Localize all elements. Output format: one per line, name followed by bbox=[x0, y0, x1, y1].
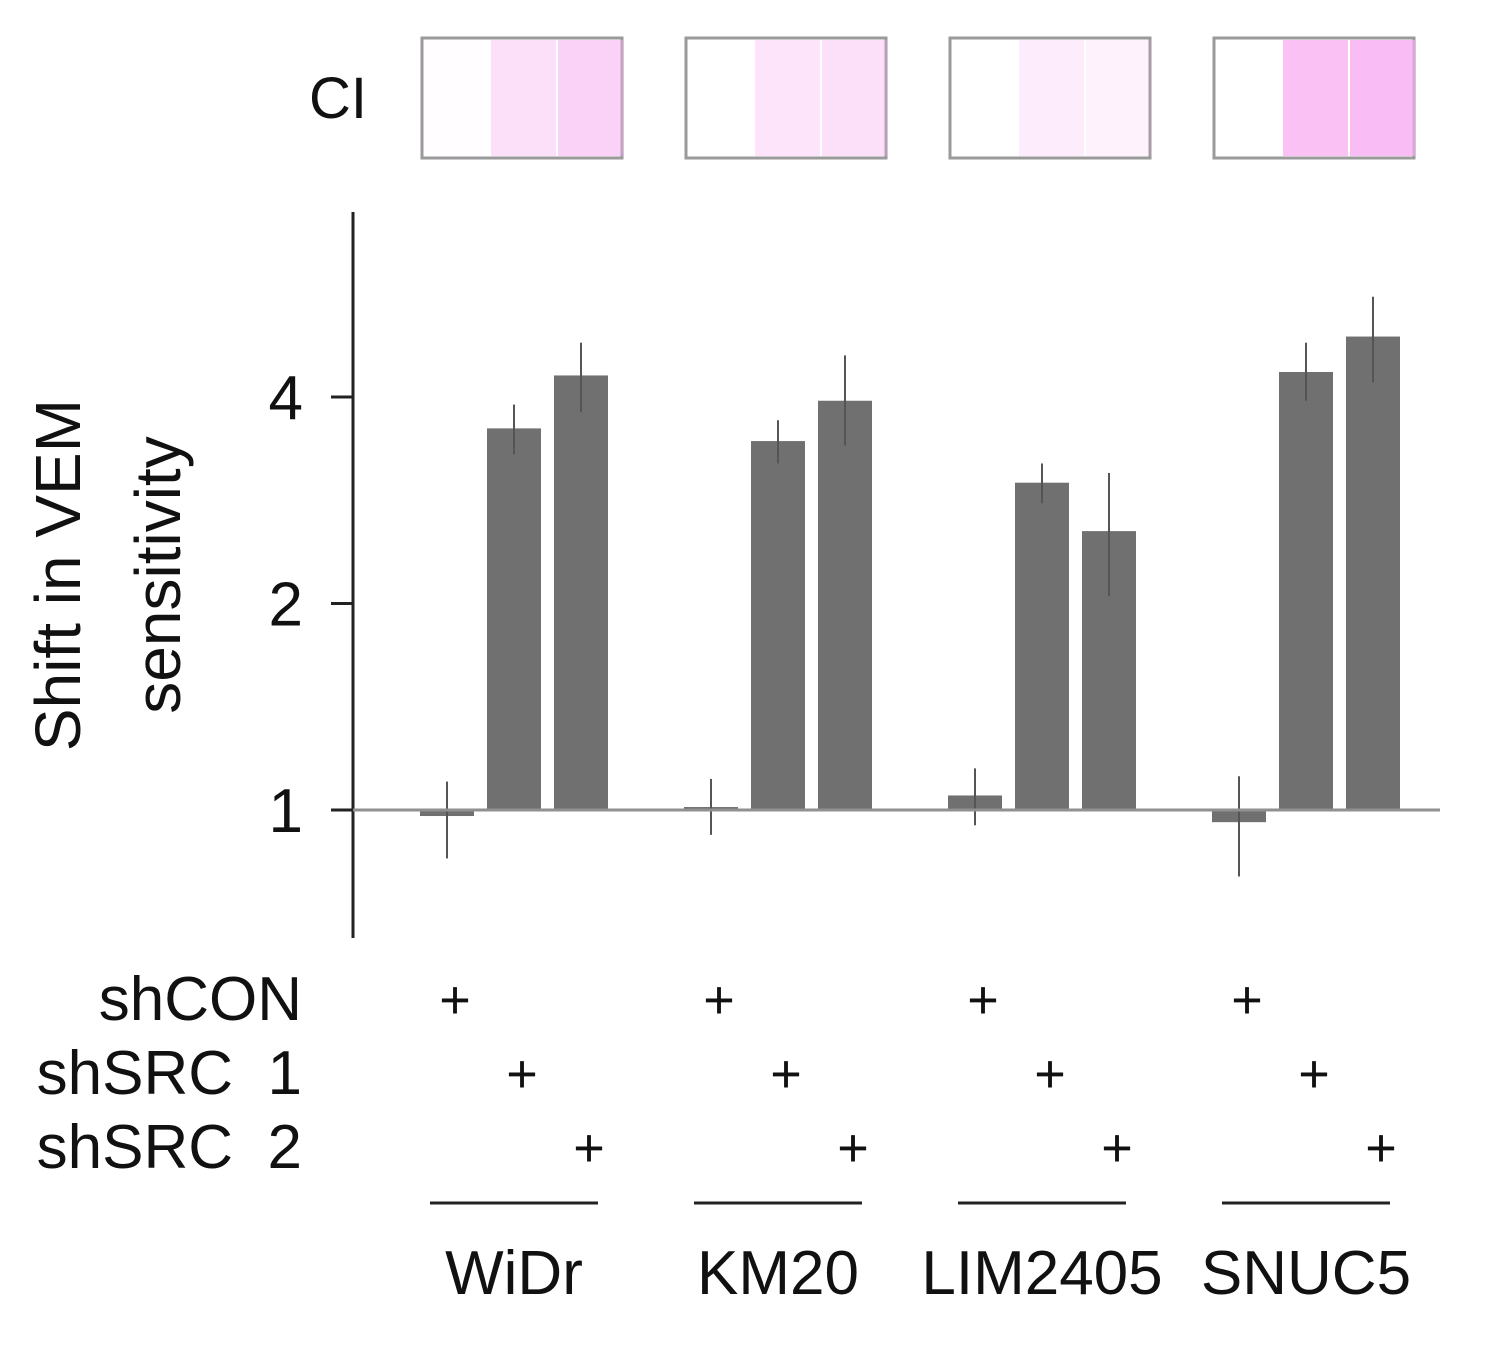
condition-label-shsrc1: shSRC 1 bbox=[37, 1039, 302, 1108]
y-tick-label: 4 bbox=[269, 364, 303, 433]
y-axis-label-line1: Shift in VEM bbox=[22, 399, 94, 751]
group-label: LIM2405 bbox=[921, 1239, 1162, 1308]
ci-strip-frame bbox=[684, 36, 888, 160]
condition-markers: + + + + + + + + + + + + bbox=[439, 970, 1397, 1178]
condition-marker: + bbox=[967, 970, 999, 1030]
ci-cell bbox=[952, 40, 1017, 156]
group-label: SNUC5 bbox=[1201, 1239, 1411, 1308]
bar bbox=[1279, 372, 1333, 810]
condition-marker: + bbox=[837, 1118, 869, 1178]
bar bbox=[818, 400, 872, 810]
group-label: KM20 bbox=[697, 1239, 859, 1308]
condition-marker: + bbox=[1231, 970, 1263, 1030]
condition-marker: + bbox=[770, 1044, 802, 1104]
ci-cell bbox=[424, 40, 489, 156]
y-tick-label: 1 bbox=[269, 777, 303, 846]
ci-cell bbox=[755, 40, 820, 156]
ci-cell bbox=[1283, 40, 1348, 156]
ci-cell bbox=[1216, 40, 1281, 156]
bar bbox=[487, 428, 541, 810]
condition-marker: + bbox=[703, 970, 735, 1030]
bar bbox=[1346, 336, 1400, 810]
ci-cell bbox=[558, 40, 623, 156]
ci-strip-frame bbox=[948, 36, 1152, 160]
condition-marker: + bbox=[1365, 1118, 1397, 1178]
ci-cell bbox=[1019, 40, 1084, 156]
bar bbox=[751, 441, 805, 810]
ci-cell bbox=[491, 40, 556, 156]
y-ticks: 1 2 4 bbox=[269, 364, 353, 846]
condition-marker: + bbox=[506, 1044, 538, 1104]
bar bbox=[554, 375, 608, 810]
condition-marker: + bbox=[573, 1118, 605, 1178]
condition-marker: + bbox=[1034, 1044, 1066, 1104]
bar bbox=[1015, 482, 1069, 810]
ci-cell bbox=[822, 40, 887, 156]
y-axis-label-line2: sensitivity bbox=[122, 436, 194, 713]
condition-marker: + bbox=[1298, 1044, 1330, 1104]
condition-label-shsrc2: shSRC 2 bbox=[37, 1113, 302, 1182]
group-label: WiDr bbox=[445, 1239, 583, 1308]
bars bbox=[420, 296, 1400, 877]
ci-cell bbox=[1350, 40, 1415, 156]
y-tick-label: 2 bbox=[269, 571, 303, 640]
ci-label: CI bbox=[309, 66, 367, 131]
group-labels: WiDr KM20 LIM2405 SNUC5 bbox=[430, 1201, 1411, 1308]
ci-heatmap-strips bbox=[420, 36, 1416, 160]
condition-label-shcon: shCON bbox=[99, 965, 302, 1034]
condition-marker: + bbox=[439, 970, 471, 1030]
condition-marker: + bbox=[1101, 1118, 1133, 1178]
ci-cell bbox=[688, 40, 753, 156]
ci-cell bbox=[1086, 40, 1151, 156]
